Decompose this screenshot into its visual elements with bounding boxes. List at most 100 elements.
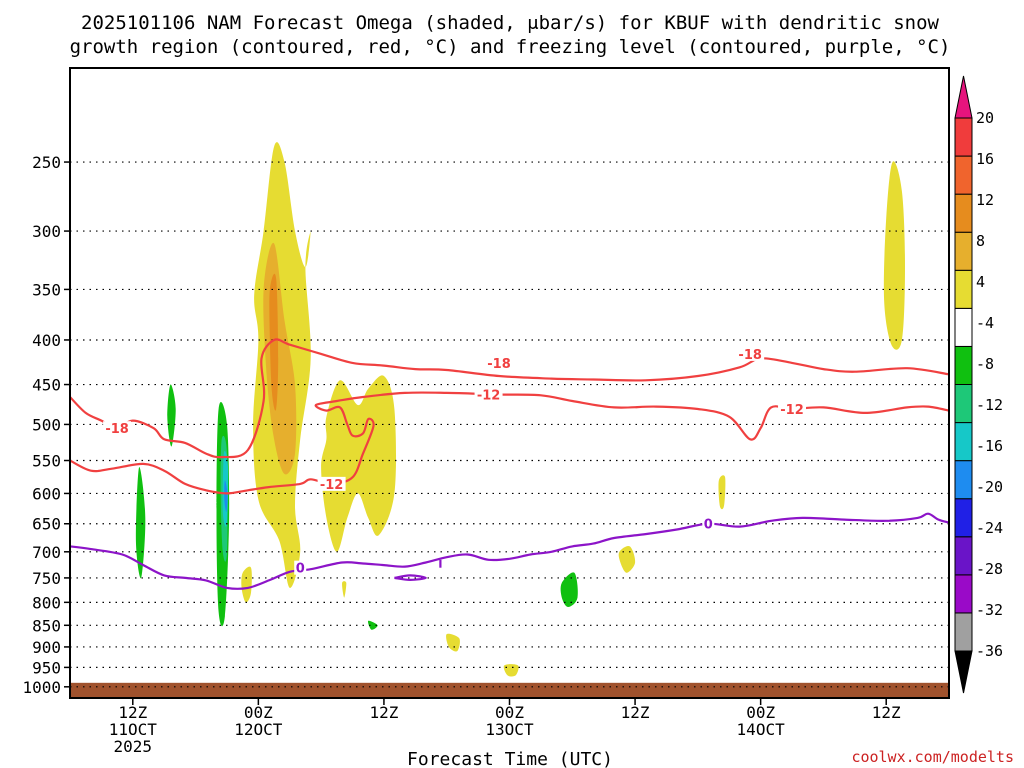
colorbar: 20 16 12 8 4 -4 -8 -12 -16 -20 -24 -28 -32 -36 bbox=[954, 75, 1003, 694]
y-tick-label-550: 550 bbox=[32, 452, 61, 471]
x-tick-label-1-0: 00Z bbox=[244, 703, 273, 722]
ground-layer bbox=[70, 682, 949, 698]
colorbar-label--32: -32 bbox=[976, 601, 1003, 619]
colorbar-swatch-9 bbox=[954, 269, 973, 309]
contour-label-dgz-minus-12-0: -12 bbox=[320, 478, 344, 493]
colorbar-label--20: -20 bbox=[976, 478, 1003, 496]
source-credit: coolwx.com/modelts bbox=[851, 748, 1014, 766]
contour-label-bg bbox=[317, 476, 346, 491]
y-tick-label-700: 700 bbox=[32, 543, 61, 562]
colorbar-label-16: 16 bbox=[976, 150, 994, 168]
contour-label-dgz-minus-12-1: -12 bbox=[477, 389, 501, 404]
x-tick-label-4-0: 12Z bbox=[621, 703, 650, 722]
colorbar-under-arrow bbox=[954, 650, 973, 694]
colorbar-label--4: -4 bbox=[976, 314, 994, 332]
x-tick-label-5-1: 14OCT bbox=[737, 720, 786, 739]
contour-label-dgz-minus-12-2: -12 bbox=[780, 403, 804, 418]
colorbar-swatch-12 bbox=[954, 155, 973, 195]
x-tick-label-2-0: 12Z bbox=[369, 703, 398, 722]
omega-region-28 bbox=[883, 161, 905, 350]
contour-label-dgz-minus-18-0: -18 bbox=[105, 422, 129, 437]
colorbar-label--24: -24 bbox=[976, 519, 1003, 537]
omega-region-26 bbox=[546, 518, 550, 538]
y-tick-label-450: 450 bbox=[32, 376, 61, 395]
colorbar-over-arrow bbox=[954, 75, 973, 119]
colorbar-label--8: -8 bbox=[976, 355, 994, 373]
colorbar-label--16: -16 bbox=[976, 437, 1003, 455]
colorbar-label--12: -12 bbox=[976, 396, 1003, 414]
x-tick-label-6-0: 12Z bbox=[872, 703, 901, 722]
omega-region-2 bbox=[135, 467, 146, 579]
omega-region-10 bbox=[224, 480, 228, 513]
colorbar-swatch-4 bbox=[954, 460, 973, 500]
colorbar-swatch-3 bbox=[954, 498, 973, 538]
x-tick-label-3-0: 00Z bbox=[495, 703, 524, 722]
x-tick-label-3-1: 13OCT bbox=[485, 720, 534, 739]
contour-label-bg bbox=[103, 421, 132, 436]
contour-label-dgz-minus-18-2: -18 bbox=[738, 348, 762, 363]
y-tick-label-650: 650 bbox=[32, 515, 61, 534]
colorbar-label-8: 8 bbox=[976, 232, 985, 250]
x-tick-label-0-2: 2025 bbox=[114, 737, 153, 756]
y-tick-label-350: 350 bbox=[32, 280, 61, 299]
omega-region-0 bbox=[65, 316, 133, 497]
omega-region-19 bbox=[297, 630, 304, 654]
omega-region-20 bbox=[446, 633, 460, 652]
y-tick-label-400: 400 bbox=[32, 331, 61, 350]
x-tick-label-5-0: 00Z bbox=[746, 703, 775, 722]
colorbar-label-12: 12 bbox=[976, 191, 994, 209]
colorbar-swatch-0 bbox=[954, 612, 973, 652]
colorbar-swatch-7 bbox=[954, 345, 973, 385]
chart-title-line-2: growth region (contoured, red, °C) and f… bbox=[70, 36, 951, 58]
contour-label-bg bbox=[778, 401, 807, 416]
y-tick-label-300: 300 bbox=[32, 222, 61, 241]
contour-label-dgz-minus-18-1: -18 bbox=[487, 357, 511, 372]
colorbar-swatch-5 bbox=[954, 422, 973, 462]
x-tick-label-0-1: 11OCT bbox=[109, 720, 158, 739]
y-tick-label-900: 900 bbox=[32, 638, 61, 657]
x-tick-label-1-1: 12OCT bbox=[234, 720, 283, 739]
colorbar-swatch-1 bbox=[954, 574, 973, 614]
contour-label-freezing-level-0-0: 0 bbox=[296, 562, 305, 577]
y-tick-label-500: 500 bbox=[32, 415, 61, 434]
y-tick-label-850: 850 bbox=[32, 616, 61, 635]
y-tick-label-800: 800 bbox=[32, 593, 61, 612]
colorbar-swatch-10 bbox=[954, 231, 973, 271]
y-axis-ticks: 250 300 350 400 450 500 550 600 650 700 750 800 850 9… bbox=[22, 153, 70, 697]
contour-label-bg bbox=[474, 387, 503, 402]
omega-region-21 bbox=[503, 664, 519, 677]
contour-label-bg bbox=[736, 346, 765, 361]
omega-region-24 bbox=[618, 545, 636, 573]
colorbar-label-20: 20 bbox=[976, 109, 994, 127]
contour-label-bg bbox=[485, 355, 514, 370]
y-tick-label-600: 600 bbox=[32, 484, 61, 503]
y-tick-label-750: 750 bbox=[32, 569, 61, 588]
colorbar-swatch-6 bbox=[954, 384, 973, 424]
ground-fill bbox=[70, 682, 949, 698]
colorbar-label--36: -36 bbox=[976, 642, 1003, 660]
colorbar-swatch-2 bbox=[954, 536, 973, 576]
y-tick-label-250: 250 bbox=[32, 153, 61, 172]
omega-region-23 bbox=[560, 572, 578, 607]
omega-region-27 bbox=[628, 601, 639, 608]
contour-dgz-minus-12 bbox=[69, 391, 950, 495]
contour-freezing-level-0-blip bbox=[394, 574, 427, 581]
omega-region-25 bbox=[718, 475, 726, 510]
colorbar-label-4: 4 bbox=[976, 273, 985, 291]
y-tick-label-950: 950 bbox=[32, 658, 61, 677]
omega-region-3 bbox=[156, 315, 191, 630]
contour-freezing-level-0 bbox=[69, 512, 950, 590]
omega-region-4 bbox=[167, 384, 176, 447]
contour-label-bg bbox=[294, 560, 307, 575]
colorbar-swatch-8 bbox=[954, 307, 973, 347]
omega-region-16 bbox=[367, 620, 378, 630]
omega-region-13 bbox=[269, 273, 279, 411]
colorbar-swatch-11 bbox=[954, 193, 973, 233]
contour-label-bg bbox=[702, 516, 715, 531]
colorbar-label--28: -28 bbox=[976, 560, 1003, 578]
omega-region-17 bbox=[241, 566, 252, 603]
omega-region-18 bbox=[342, 581, 347, 598]
chart-title-line-1: 2025101106 NAM Forecast Omega (shaded, μ… bbox=[81, 12, 939, 34]
